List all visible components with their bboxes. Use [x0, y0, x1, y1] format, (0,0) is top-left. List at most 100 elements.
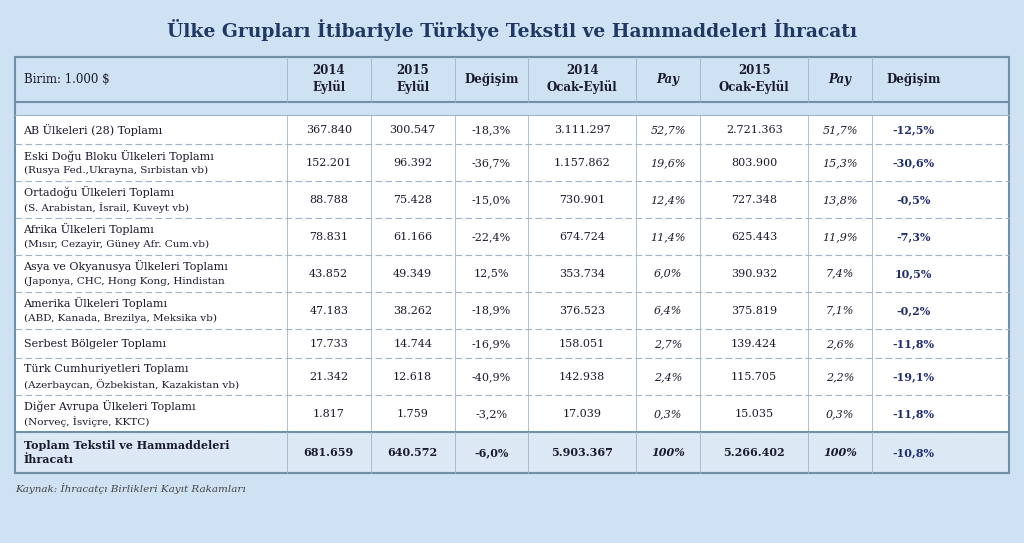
Text: 2015
Ocak-Eylül: 2015 Ocak-Eylül [719, 65, 790, 94]
Text: 7,4%: 7,4% [826, 269, 854, 279]
Bar [15, 255, 1009, 292]
Text: 730.901: 730.901 [559, 195, 605, 205]
Text: 11,9%: 11,9% [822, 232, 858, 242]
Text: 727.348: 727.348 [731, 195, 777, 205]
Text: -18,9%: -18,9% [472, 306, 511, 315]
Text: 2.721.363: 2.721.363 [726, 125, 782, 135]
Text: -22,4%: -22,4% [472, 232, 511, 242]
Text: -7,3%: -7,3% [896, 231, 931, 242]
Text: 96.392: 96.392 [393, 158, 432, 168]
Text: 17.733: 17.733 [309, 339, 348, 349]
Bar [15, 218, 1009, 255]
Text: Türk Cumhuriyetleri Toplamı: Türk Cumhuriyetleri Toplamı [24, 364, 188, 375]
Text: 674.724: 674.724 [559, 232, 605, 242]
Text: 1.759: 1.759 [396, 409, 429, 419]
Text: 681.659: 681.659 [303, 447, 354, 458]
Text: -16,9%: -16,9% [472, 339, 511, 349]
Text: -11,8%: -11,8% [892, 408, 935, 419]
Text: 367.840: 367.840 [305, 125, 352, 135]
Text: 2,6%: 2,6% [826, 339, 854, 349]
Text: 52,7%: 52,7% [650, 125, 686, 135]
Text: 640.572: 640.572 [388, 447, 437, 458]
Text: Değişim: Değişim [464, 73, 519, 86]
Text: Ortadoğu Ülkeleri Toplamı: Ortadoğu Ülkeleri Toplamı [24, 186, 174, 198]
Text: -10,8%: -10,8% [892, 447, 935, 458]
Bar [15, 358, 1009, 395]
Text: Afrika Ülkeleri Toplamı: Afrika Ülkeleri Toplamı [24, 223, 155, 235]
Text: -6,0%: -6,0% [474, 447, 509, 458]
Text: 100%: 100% [651, 447, 685, 458]
Text: -18,3%: -18,3% [472, 125, 511, 135]
Text: 12,4%: 12,4% [650, 195, 686, 205]
Text: 1.157.862: 1.157.862 [554, 158, 610, 168]
Text: 300.547: 300.547 [389, 125, 436, 135]
Text: (Mısır, Cezayir, Güney Afr. Cum.vb): (Mısır, Cezayir, Güney Afr. Cum.vb) [24, 239, 209, 249]
Text: -40,9%: -40,9% [472, 372, 511, 382]
Bar [15, 102, 1009, 115]
Text: 78.831: 78.831 [309, 232, 348, 242]
Text: 14.744: 14.744 [393, 339, 432, 349]
Text: 19,6%: 19,6% [650, 158, 686, 168]
Bar [15, 57, 1009, 473]
Text: 2,2%: 2,2% [826, 372, 854, 382]
Text: (S. Arabistan, İsrail, Kuveyt vb): (S. Arabistan, İsrail, Kuveyt vb) [24, 202, 188, 213]
Text: 61.166: 61.166 [393, 232, 432, 242]
Text: Pay: Pay [828, 73, 852, 86]
Text: 51,7%: 51,7% [822, 125, 858, 135]
Text: 47.183: 47.183 [309, 306, 348, 315]
Text: Asya ve Okyanusya Ülkeleri Toplamı: Asya ve Okyanusya Ülkeleri Toplamı [24, 260, 228, 272]
Text: Birim: 1.000 $: Birim: 1.000 $ [24, 73, 110, 86]
Text: 803.900: 803.900 [731, 158, 777, 168]
Bar [15, 181, 1009, 218]
Text: -11,8%: -11,8% [892, 338, 935, 349]
Text: (Azerbaycan, Özbekistan, Kazakistan vb): (Azerbaycan, Özbekistan, Kazakistan vb) [24, 379, 239, 390]
Text: 10,5%: 10,5% [895, 268, 932, 279]
Text: 0,3%: 0,3% [826, 409, 854, 419]
Text: 2,4%: 2,4% [654, 372, 682, 382]
Text: 15,3%: 15,3% [822, 158, 858, 168]
Text: 353.734: 353.734 [559, 269, 605, 279]
Text: 375.819: 375.819 [731, 306, 777, 315]
Text: 390.932: 390.932 [731, 269, 777, 279]
Text: 43.852: 43.852 [309, 269, 348, 279]
Bar [15, 395, 1009, 432]
Text: 152.201: 152.201 [305, 158, 352, 168]
Text: 2014
Ocak-Eylül: 2014 Ocak-Eylül [547, 65, 617, 94]
Text: Ülke Grupları İtibariyle Türkiye Tekstil ve Hammaddeleri İhracatı: Ülke Grupları İtibariyle Türkiye Tekstil… [167, 19, 857, 41]
Text: Toplam Tekstil ve Hammaddeleri
İhracatı: Toplam Tekstil ve Hammaddeleri İhracatı [24, 440, 229, 465]
Text: 13,8%: 13,8% [822, 195, 858, 205]
Text: 12,5%: 12,5% [474, 269, 509, 279]
Text: 21.342: 21.342 [309, 372, 348, 382]
Text: 5.266.402: 5.266.402 [723, 447, 785, 458]
Text: Pay: Pay [656, 73, 680, 86]
Text: 49.349: 49.349 [393, 269, 432, 279]
Text: 625.443: 625.443 [731, 232, 777, 242]
Text: 0,3%: 0,3% [654, 409, 682, 419]
Text: 2015
Eylül: 2015 Eylül [396, 65, 429, 94]
Bar [15, 115, 1009, 144]
Text: 158.051: 158.051 [559, 339, 605, 349]
Text: 7,1%: 7,1% [826, 306, 854, 315]
Text: 17.039: 17.039 [562, 409, 602, 419]
Text: -15,0%: -15,0% [472, 195, 511, 205]
Text: 5.903.367: 5.903.367 [551, 447, 613, 458]
Text: Serbest Bölgeler Toplamı: Serbest Bölgeler Toplamı [24, 339, 166, 349]
Text: 139.424: 139.424 [731, 339, 777, 349]
Text: AB Ülkeleri (28) Toplamı: AB Ülkeleri (28) Toplamı [24, 124, 163, 136]
Text: (Japonya, CHC, Hong Kong, Hindistan: (Japonya, CHC, Hong Kong, Hindistan [24, 276, 224, 286]
Text: -12,5%: -12,5% [892, 124, 935, 135]
Text: Kaynak: İhracatçı Birlikleri Kayıt Rakamları: Kaynak: İhracatçı Birlikleri Kayıt Rakam… [15, 483, 246, 494]
Text: 11,4%: 11,4% [650, 232, 686, 242]
Text: -0,5%: -0,5% [896, 194, 931, 205]
Text: 88.788: 88.788 [309, 195, 348, 205]
Text: 115.705: 115.705 [731, 372, 777, 382]
Text: 1.817: 1.817 [312, 409, 345, 419]
Text: 3.111.297: 3.111.297 [554, 125, 610, 135]
Text: 38.262: 38.262 [393, 306, 432, 315]
Text: (Norveç, İsviçre, KKTC): (Norveç, İsviçre, KKTC) [24, 416, 148, 427]
Text: (Rusya Fed.,Ukrayna, Sırbistan vb): (Rusya Fed.,Ukrayna, Sırbistan vb) [24, 166, 208, 175]
Bar [15, 57, 1009, 102]
Bar [15, 432, 1009, 473]
Text: 2014
Eylül: 2014 Eylül [312, 65, 345, 94]
Text: Eski Doğu Bloku Ülkeleri Toplamı: Eski Doğu Bloku Ülkeleri Toplamı [24, 149, 213, 161]
